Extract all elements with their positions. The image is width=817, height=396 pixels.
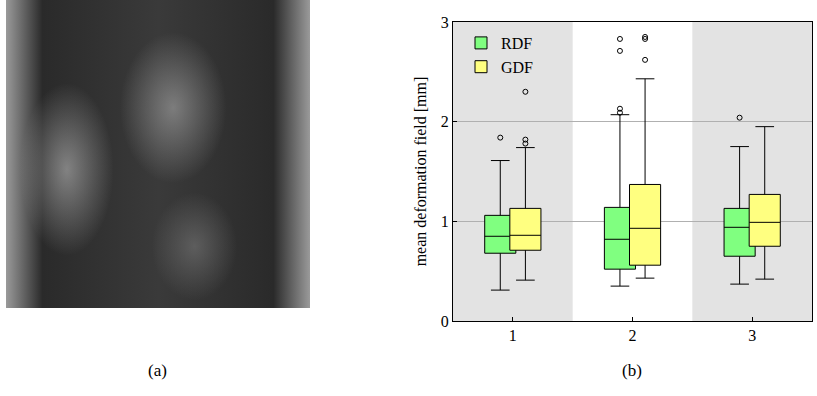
svg-text:2: 2 [629, 327, 637, 344]
svg-text:1: 1 [441, 213, 449, 230]
svg-text:(a): (a) [148, 361, 167, 380]
svg-text:mean deformation field [mm]: mean deformation field [mm] [412, 77, 429, 267]
svg-text:0: 0 [441, 313, 449, 330]
svg-text:RDF: RDF [501, 35, 532, 52]
svg-text:3: 3 [441, 14, 449, 31]
svg-text:2: 2 [441, 113, 449, 130]
svg-text:1: 1 [509, 327, 517, 344]
svg-text:3: 3 [748, 327, 756, 344]
svg-text:(b): (b) [622, 361, 642, 380]
svg-text:GDF: GDF [501, 59, 533, 76]
